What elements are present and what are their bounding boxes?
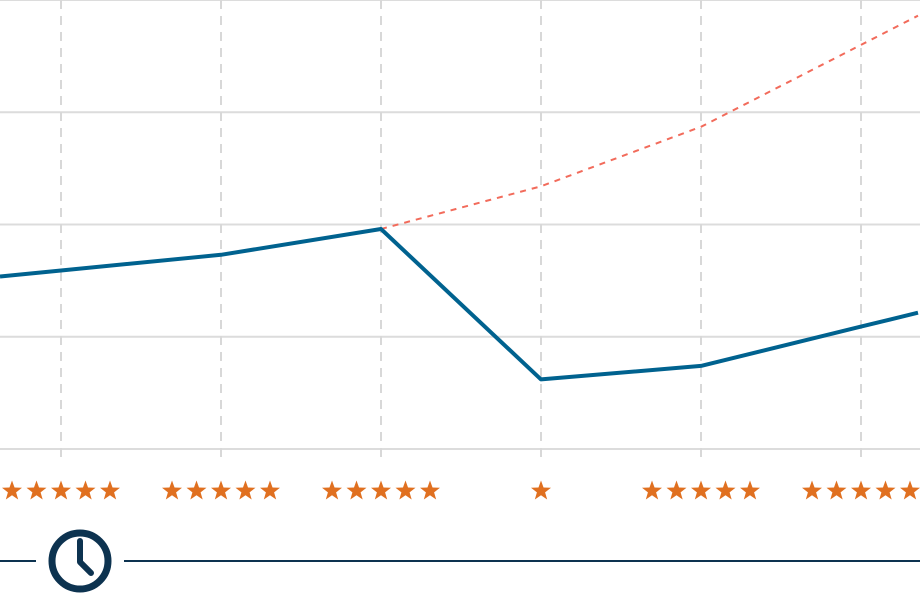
star-icon bbox=[211, 480, 231, 500]
star-icon bbox=[51, 480, 71, 500]
rating-stars bbox=[802, 480, 920, 500]
vertical-gridlines bbox=[60, 0, 862, 462]
timeline-axis bbox=[0, 529, 920, 593]
star-icon bbox=[75, 480, 96, 500]
rating-stars bbox=[642, 480, 760, 500]
series-line-projection bbox=[380, 14, 919, 230]
star-icon bbox=[851, 480, 871, 500]
series-line-actual bbox=[0, 227, 919, 382]
star-icon bbox=[666, 480, 687, 500]
star-icon bbox=[100, 480, 120, 500]
star-icon bbox=[802, 480, 822, 500]
star-icon bbox=[371, 480, 391, 500]
star-icon bbox=[260, 480, 280, 500]
star-icon bbox=[715, 480, 736, 500]
rating-stars bbox=[162, 480, 280, 500]
rating-stars bbox=[531, 480, 551, 500]
clock-icon bbox=[48, 529, 112, 593]
star-icon bbox=[26, 480, 47, 500]
star-icon bbox=[691, 480, 711, 500]
star-icon bbox=[642, 480, 662, 500]
star-icon bbox=[531, 480, 551, 500]
star-icon bbox=[186, 480, 207, 500]
star-icon bbox=[740, 480, 760, 500]
star-icon bbox=[322, 480, 342, 500]
star-icon bbox=[875, 480, 896, 500]
star-icon bbox=[346, 480, 367, 500]
star-icon bbox=[395, 480, 416, 500]
star-icon bbox=[2, 480, 22, 500]
star-icon bbox=[900, 480, 920, 500]
rating-stars bbox=[2, 480, 120, 500]
star-icon bbox=[162, 480, 182, 500]
rating-stars bbox=[322, 480, 440, 500]
ratings-row bbox=[2, 480, 920, 500]
horizontal-gridlines bbox=[0, 0, 920, 450]
star-icon bbox=[235, 480, 256, 500]
star-icon bbox=[826, 480, 847, 500]
series-layer bbox=[0, 14, 919, 382]
star-icon bbox=[420, 480, 440, 500]
